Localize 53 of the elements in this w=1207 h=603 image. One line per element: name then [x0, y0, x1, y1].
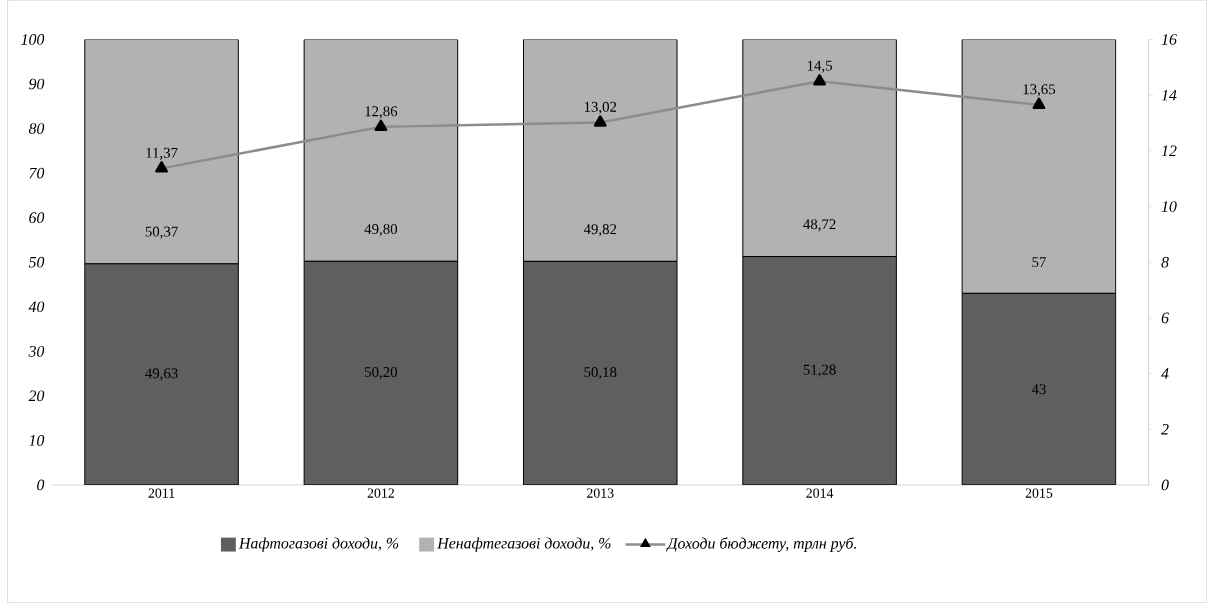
bar: [522, 39, 678, 262]
y2-tick-label: 16: [1161, 34, 1177, 45]
y2-tick-label: 6: [1161, 312, 1169, 324]
x-tick-label: 2012: [367, 488, 395, 498]
y-tick-label: 20: [28, 390, 45, 402]
x-tick-label: 2014: [806, 488, 834, 498]
bar: [84, 39, 239, 265]
y-tick-label: 80: [28, 123, 45, 134]
y2-tick-label: 0: [1161, 479, 1169, 491]
y2-tick-label: 4: [1161, 368, 1169, 379]
y-tick-label: 10: [29, 435, 45, 446]
data-label: 12,86: [365, 106, 398, 119]
x-tick-label: 2011: [148, 488, 175, 498]
data-label: 13,02: [584, 101, 617, 114]
data-label: 11,37: [146, 147, 178, 160]
y-tick-label: 90: [29, 78, 45, 90]
data-label: 49,80: [364, 224, 398, 237]
bar: [742, 256, 897, 485]
y2-tick-label: 8: [1161, 256, 1169, 268]
x-tick-label: 2013: [586, 488, 614, 498]
x-tick-label: 2015: [1025, 488, 1053, 498]
y2-tick-label: 14: [1161, 89, 1177, 101]
data-label: 57: [1032, 257, 1046, 268]
y-tick-label: 0: [37, 479, 45, 491]
data-label: 50,37: [145, 226, 178, 239]
bar: [303, 260, 459, 485]
legend-label: Ненафтегазові доходи, %: [437, 537, 611, 552]
data-label: 50,18: [584, 367, 617, 380]
y-tick-label: 60: [29, 212, 45, 224]
y2-tick-label: 12: [1161, 145, 1177, 157]
data-label: 14,5: [807, 60, 833, 73]
bar: [961, 39, 1117, 294]
data-label: 13,65: [1023, 84, 1056, 97]
data-label: 50,20: [365, 367, 398, 380]
bar: [961, 292, 1117, 485]
bar: [303, 39, 459, 262]
y-tick-label: 70: [29, 167, 45, 179]
bar: [742, 39, 897, 258]
data-label: 49,63: [145, 368, 178, 381]
data-label: 49,82: [583, 224, 617, 237]
legend-label: Нафтогазові доходи, %: [238, 537, 399, 552]
y2-tick-label: 2: [1161, 424, 1169, 435]
data-label: 48,72: [803, 219, 836, 232]
y2-tick-label: 10: [1161, 201, 1177, 212]
data-label: 51,28: [803, 364, 836, 377]
bar: [522, 260, 678, 485]
y-tick-label: 30: [28, 345, 45, 357]
y-tick-label: 100: [21, 34, 45, 45]
y-tick-label: 50: [28, 256, 45, 268]
legend-label: Доходи бюджету, трлн руб.: [666, 537, 856, 552]
data-label: 43: [1031, 384, 1046, 395]
y-tick-label: 40: [28, 301, 45, 313]
bar: [84, 263, 239, 485]
